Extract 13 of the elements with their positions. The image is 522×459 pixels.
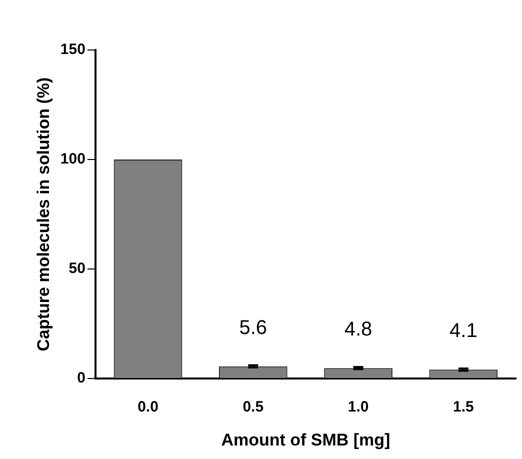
y-axis-title: Capture molecules in solution (%) <box>34 77 53 352</box>
data-label: 4.1 <box>450 320 478 342</box>
x-tick-label: 0.0 <box>138 398 158 416</box>
y-tick-label: 100 <box>60 150 86 168</box>
data-label: 5.6 <box>239 316 268 339</box>
x-tick-label: 1.0 <box>348 398 369 416</box>
y-tick-label: 0 <box>77 370 86 387</box>
data-label: 4.8 <box>344 318 372 341</box>
x-tick-label: 0.5 <box>242 398 264 416</box>
y-tick-label: 50 <box>68 260 86 278</box>
y-tick-label: 150 <box>60 41 86 58</box>
x-axis-title: Amount of SMB [mg] <box>221 430 390 450</box>
x-tick-label: 1.5 <box>453 398 474 416</box>
